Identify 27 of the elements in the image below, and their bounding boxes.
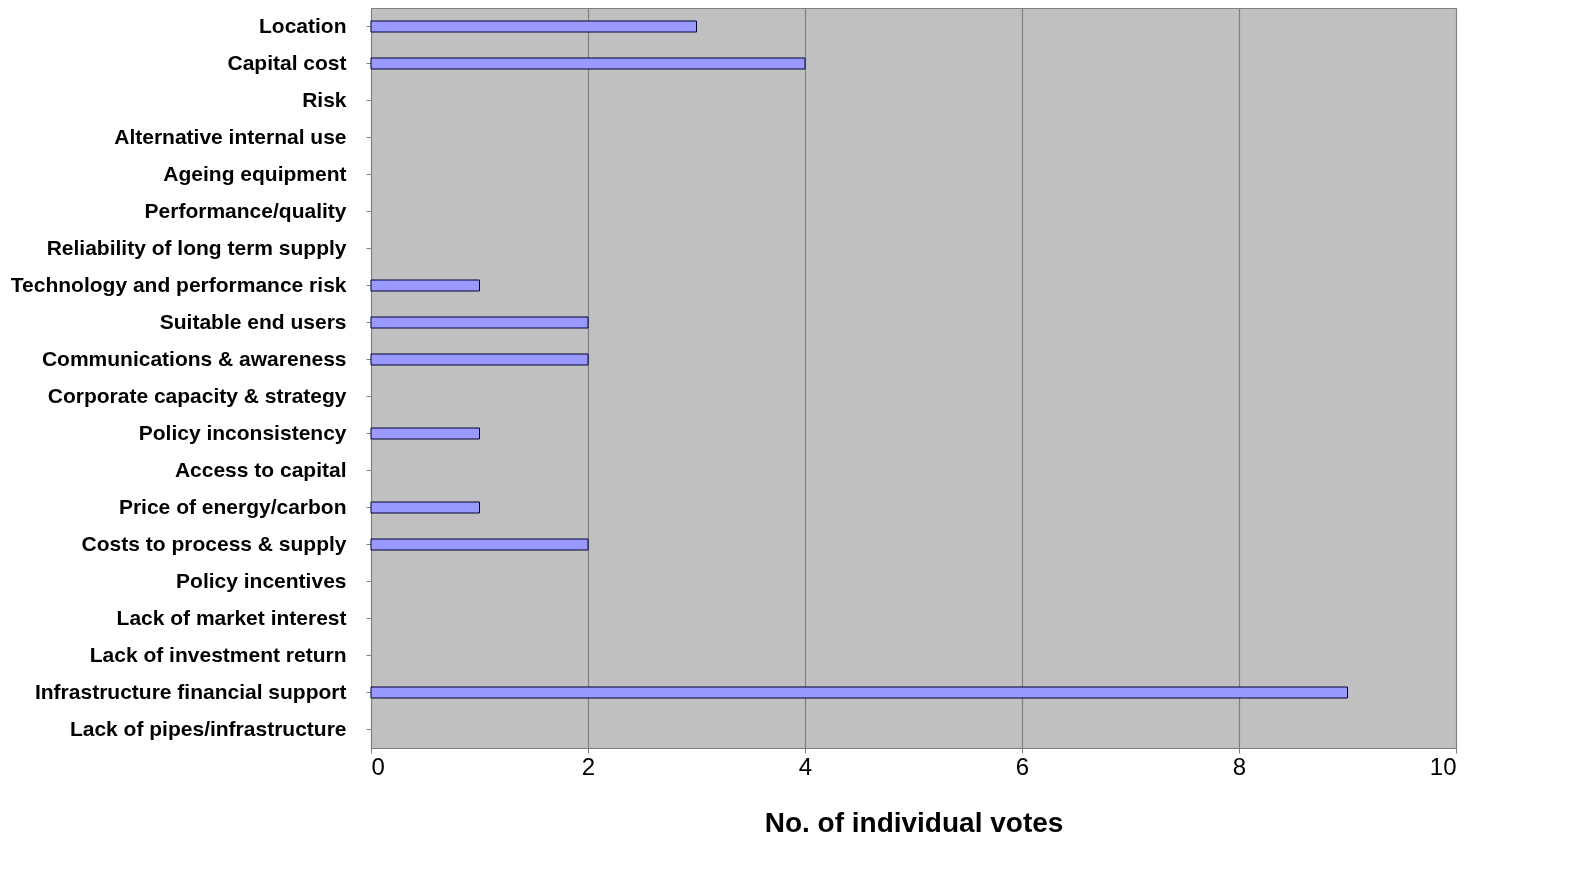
x-tick-label: 2 [581, 752, 596, 780]
x-tick-label: 10 [1429, 752, 1457, 780]
x-tick-label: 0 [371, 752, 385, 780]
y-tick-label: Policy inconsistency [138, 420, 347, 444]
x-tick-label: 6 [1015, 752, 1030, 780]
y-tick-label: Suitable end users [159, 309, 347, 333]
y-tick-label: Price of energy/carbon [118, 494, 347, 518]
y-tick-label: Communications & awareness [41, 346, 347, 370]
x-tick-label: 4 [798, 752, 813, 780]
y-tick-label: Reliability of long term supply [46, 235, 347, 259]
y-tick-label: Risk [302, 87, 347, 111]
y-tick-label: Capital cost [227, 50, 347, 74]
y-tick-label: Access to capital [174, 457, 347, 481]
y-tick-label: Policy incentives [176, 568, 347, 592]
x-axis-title: No. of individual votes [764, 806, 1064, 838]
y-tick-label: Alternative internal use [114, 124, 347, 148]
y-tick-label: Location [259, 13, 347, 37]
y-tick-label: Lack of investment return [89, 642, 347, 666]
y-tick-label: Costs to process & supply [81, 531, 347, 555]
y-tick-label: Ageing equipment [163, 161, 347, 185]
y-tick-label: Corporate capacity & strategy [47, 383, 347, 407]
y-tick-label: Performance/quality [144, 198, 347, 222]
y-tick-label: Technology and performance risk [10, 272, 347, 296]
y-tick-label: Lack of market interest [116, 605, 347, 629]
x-tick-label: 8 [1232, 752, 1247, 780]
y-tick-label: Lack of pipes/infrastructure [69, 716, 347, 740]
y-tick-label: Infrastructure financial support [34, 679, 347, 703]
